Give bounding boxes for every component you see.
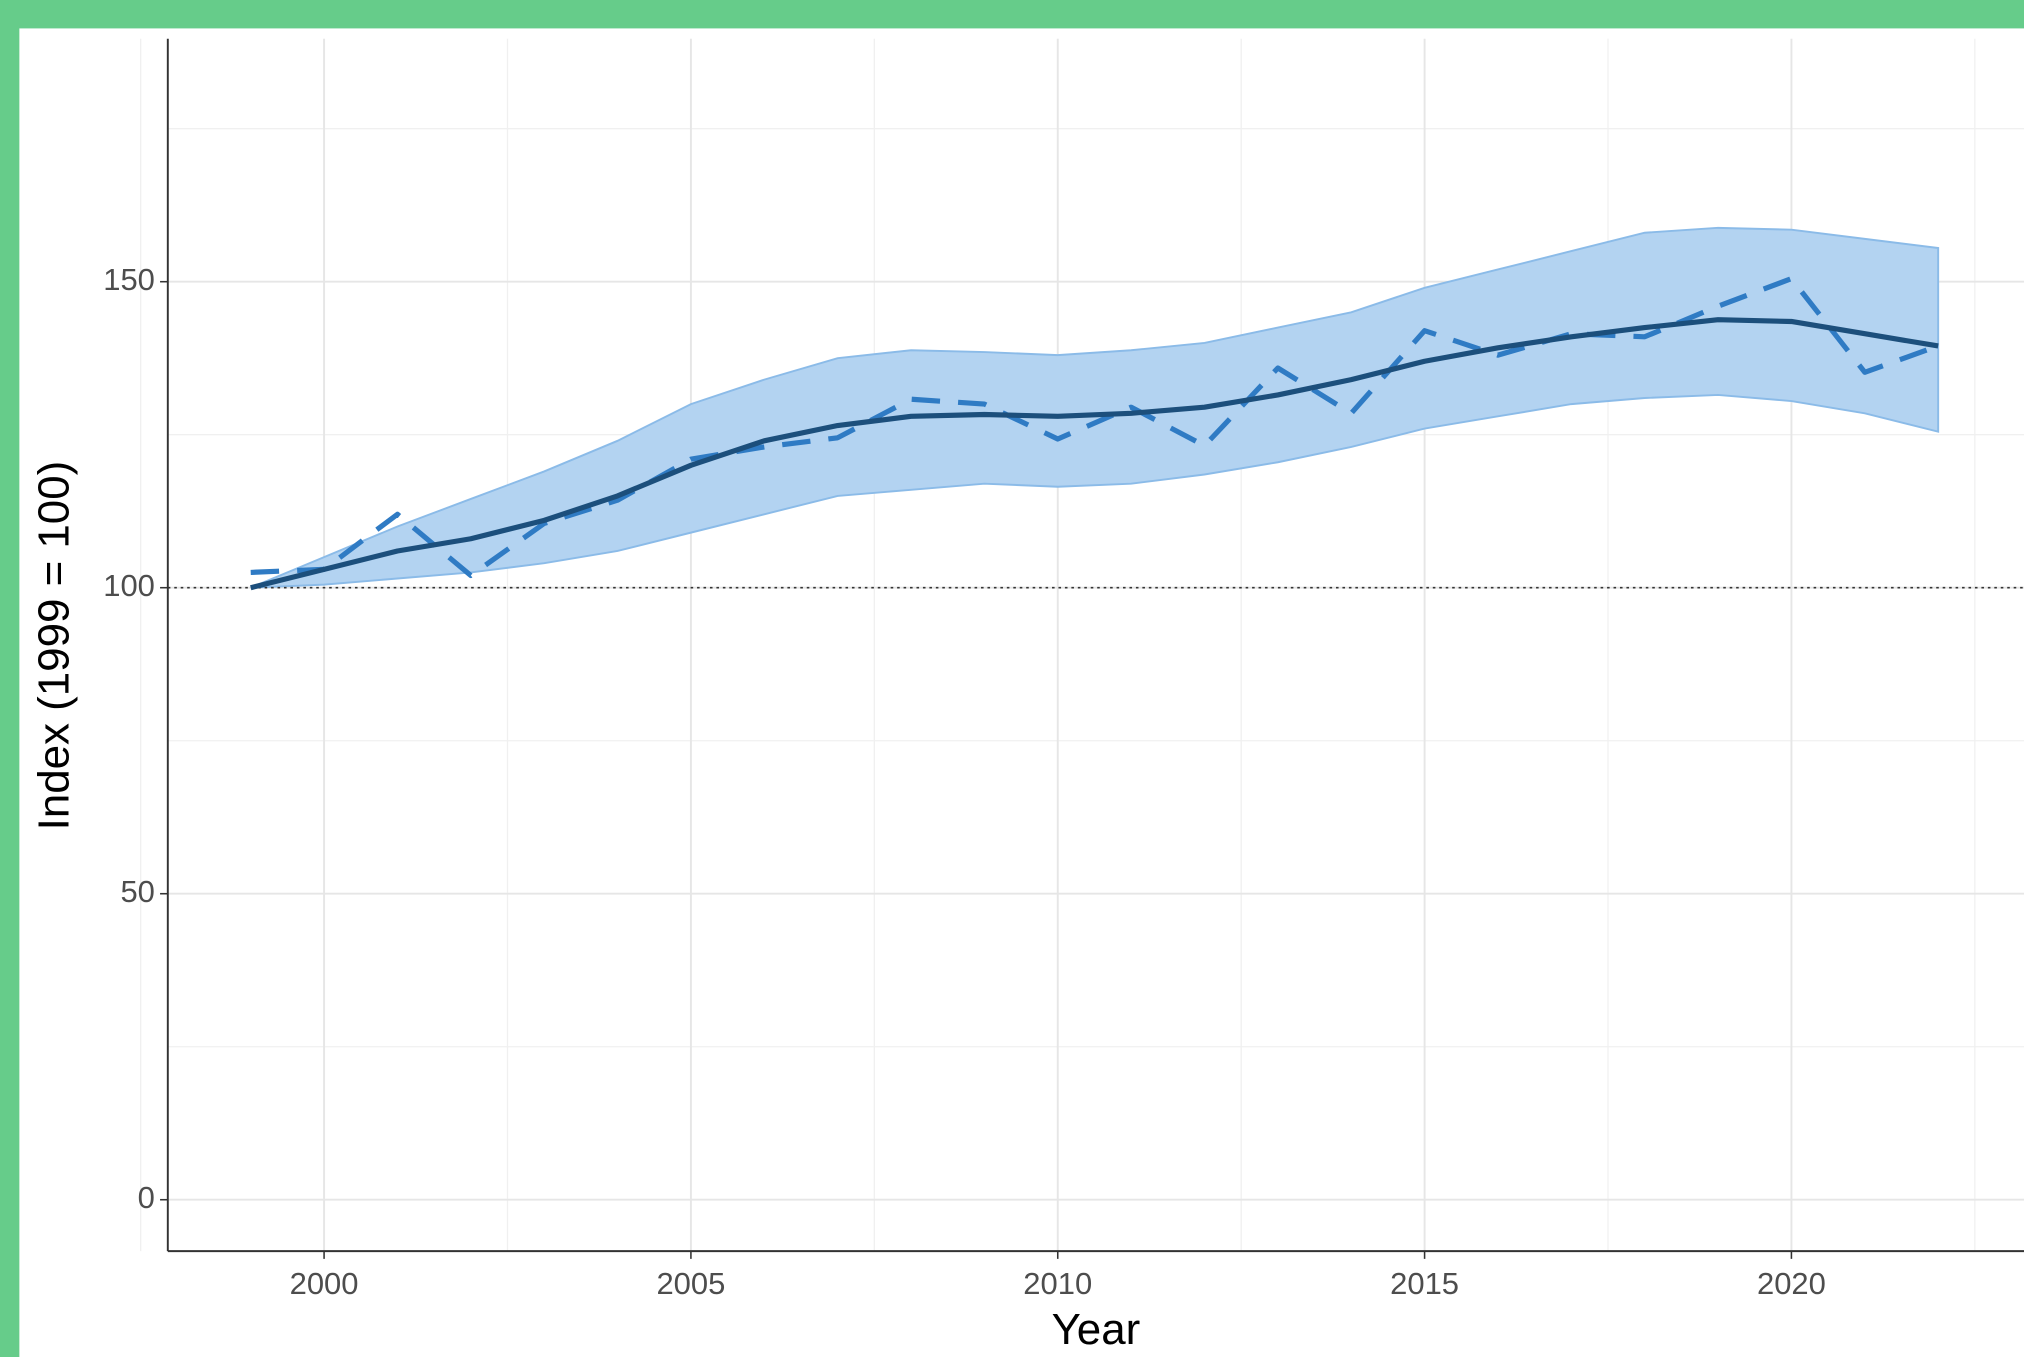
x-tick-label: 2005 <box>656 1266 725 1301</box>
x-tick-label: 2020 <box>1757 1266 1826 1301</box>
y-axis-title: Index (1999 = 100) <box>29 461 78 831</box>
x-tick-label: 2000 <box>290 1266 359 1301</box>
y-tick-label: 100 <box>103 568 155 603</box>
x-tick-label: 2015 <box>1390 1266 1459 1301</box>
trend-line <box>250 317 1939 591</box>
x-axis-title: Year <box>1052 1305 1141 1354</box>
y-tick-label: 50 <box>120 874 154 909</box>
observed-line <box>250 276 1940 579</box>
x-tick-label: 2010 <box>1023 1266 1092 1301</box>
confidence-band <box>250 226 1940 589</box>
y-tick-label: 150 <box>103 262 155 297</box>
y-tick-label: 0 <box>138 1180 155 1215</box>
